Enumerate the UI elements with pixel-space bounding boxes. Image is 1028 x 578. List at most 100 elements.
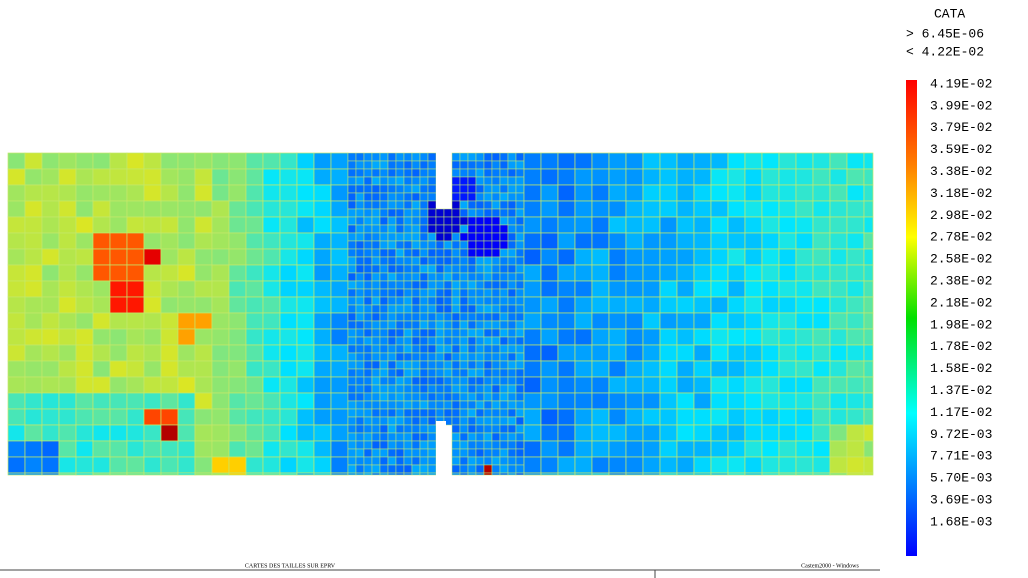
mesh-cell	[92, 184, 111, 202]
mesh-cell	[279, 456, 298, 474]
mesh-cell	[467, 264, 477, 274]
mesh-cell	[92, 280, 111, 298]
mesh-cell	[727, 200, 746, 218]
mesh-cell	[507, 264, 517, 274]
mesh-cell	[863, 424, 874, 442]
mesh-cell	[795, 216, 814, 234]
mesh-cell	[379, 328, 389, 338]
mesh-cell	[778, 424, 797, 442]
mesh-cell	[355, 264, 365, 274]
mesh-cell	[727, 280, 746, 298]
mesh-cell	[262, 296, 281, 314]
mesh-cell	[7, 376, 26, 394]
mesh-cell	[109, 280, 128, 298]
mesh-cell	[515, 432, 525, 442]
mesh-cell	[363, 320, 373, 330]
mesh-cell	[499, 184, 509, 194]
legend-level: 2.98E-02	[930, 208, 992, 223]
mesh-cell	[443, 240, 453, 250]
mesh-cell	[330, 248, 349, 266]
mesh-cell	[483, 472, 493, 476]
mesh-cell	[363, 152, 373, 162]
mesh-cell	[443, 320, 453, 330]
mesh-cell	[451, 192, 461, 202]
mesh-cell	[355, 464, 365, 474]
mesh-cell	[279, 216, 298, 234]
mesh-cell	[262, 152, 281, 170]
mesh-cell	[642, 328, 661, 346]
mesh-cell	[451, 296, 461, 306]
mesh-cell	[676, 392, 695, 410]
mesh-cell	[160, 168, 179, 186]
mesh-cell	[467, 168, 477, 178]
mesh-cell	[313, 328, 332, 346]
mesh-cell	[245, 408, 264, 426]
mesh-cell	[727, 328, 746, 346]
mesh-cell	[387, 160, 397, 170]
mesh-cell	[395, 232, 405, 242]
color-bar	[906, 80, 917, 556]
mesh-cell	[443, 296, 453, 306]
mesh-cell	[228, 440, 247, 458]
mesh-cell	[411, 432, 421, 442]
mesh-cell	[483, 280, 493, 290]
mesh-cell	[499, 256, 509, 266]
mesh-cell	[710, 200, 729, 218]
mesh-cell	[427, 232, 437, 242]
mesh-cell	[371, 240, 381, 250]
mesh-cell	[403, 424, 413, 434]
mesh-cell	[371, 224, 381, 234]
mesh-cell	[363, 184, 373, 194]
mesh-cell	[483, 352, 493, 362]
mesh-cell	[41, 296, 60, 314]
mesh-cell	[499, 448, 509, 458]
mesh-cell	[126, 280, 145, 298]
mesh-cell	[443, 328, 453, 338]
mesh-cell	[75, 472, 94, 476]
mesh-cell	[846, 152, 865, 170]
mesh-cell	[419, 184, 429, 194]
mesh-cell	[347, 320, 357, 330]
mesh-cell	[451, 184, 461, 194]
mesh-cell	[574, 408, 593, 426]
mesh-cell	[427, 176, 437, 186]
mesh-cell	[459, 160, 469, 170]
mesh-cell	[194, 328, 213, 346]
mesh-cell	[435, 352, 445, 362]
mesh-cell	[194, 472, 213, 476]
mesh-cell	[451, 360, 461, 370]
mesh-cell	[761, 152, 780, 170]
mesh-cell	[540, 376, 559, 394]
mesh-cell	[211, 392, 230, 410]
mesh-cell	[795, 472, 814, 476]
mesh-cell	[483, 152, 493, 162]
mesh-cell	[507, 440, 517, 450]
mesh-cell	[75, 264, 94, 282]
mesh-cell	[659, 152, 678, 170]
mesh-cell	[355, 232, 365, 242]
mesh-cell	[347, 464, 357, 474]
mesh-cell	[379, 312, 389, 322]
mesh-cell	[435, 384, 445, 394]
mesh-cell	[515, 216, 525, 226]
mesh-cell	[435, 272, 445, 282]
mesh-cell	[829, 392, 848, 410]
mesh-cell	[507, 168, 517, 178]
mesh-cell	[846, 280, 865, 298]
mesh-cell	[355, 192, 365, 202]
mesh-cell	[296, 376, 315, 394]
mesh-cell	[727, 152, 746, 170]
mesh-cell	[491, 424, 501, 434]
mesh-cell	[160, 328, 179, 346]
mesh-cell	[395, 312, 405, 322]
mesh-cell	[710, 376, 729, 394]
mesh-cell	[177, 376, 196, 394]
mesh-cell	[313, 264, 332, 282]
mesh-cell	[427, 384, 437, 394]
mesh-cell	[92, 216, 111, 234]
mesh-cell	[379, 256, 389, 266]
mesh-cell	[395, 272, 405, 282]
mesh-cell	[427, 280, 437, 290]
mesh-cell	[330, 344, 349, 362]
mesh-cell	[387, 376, 397, 386]
